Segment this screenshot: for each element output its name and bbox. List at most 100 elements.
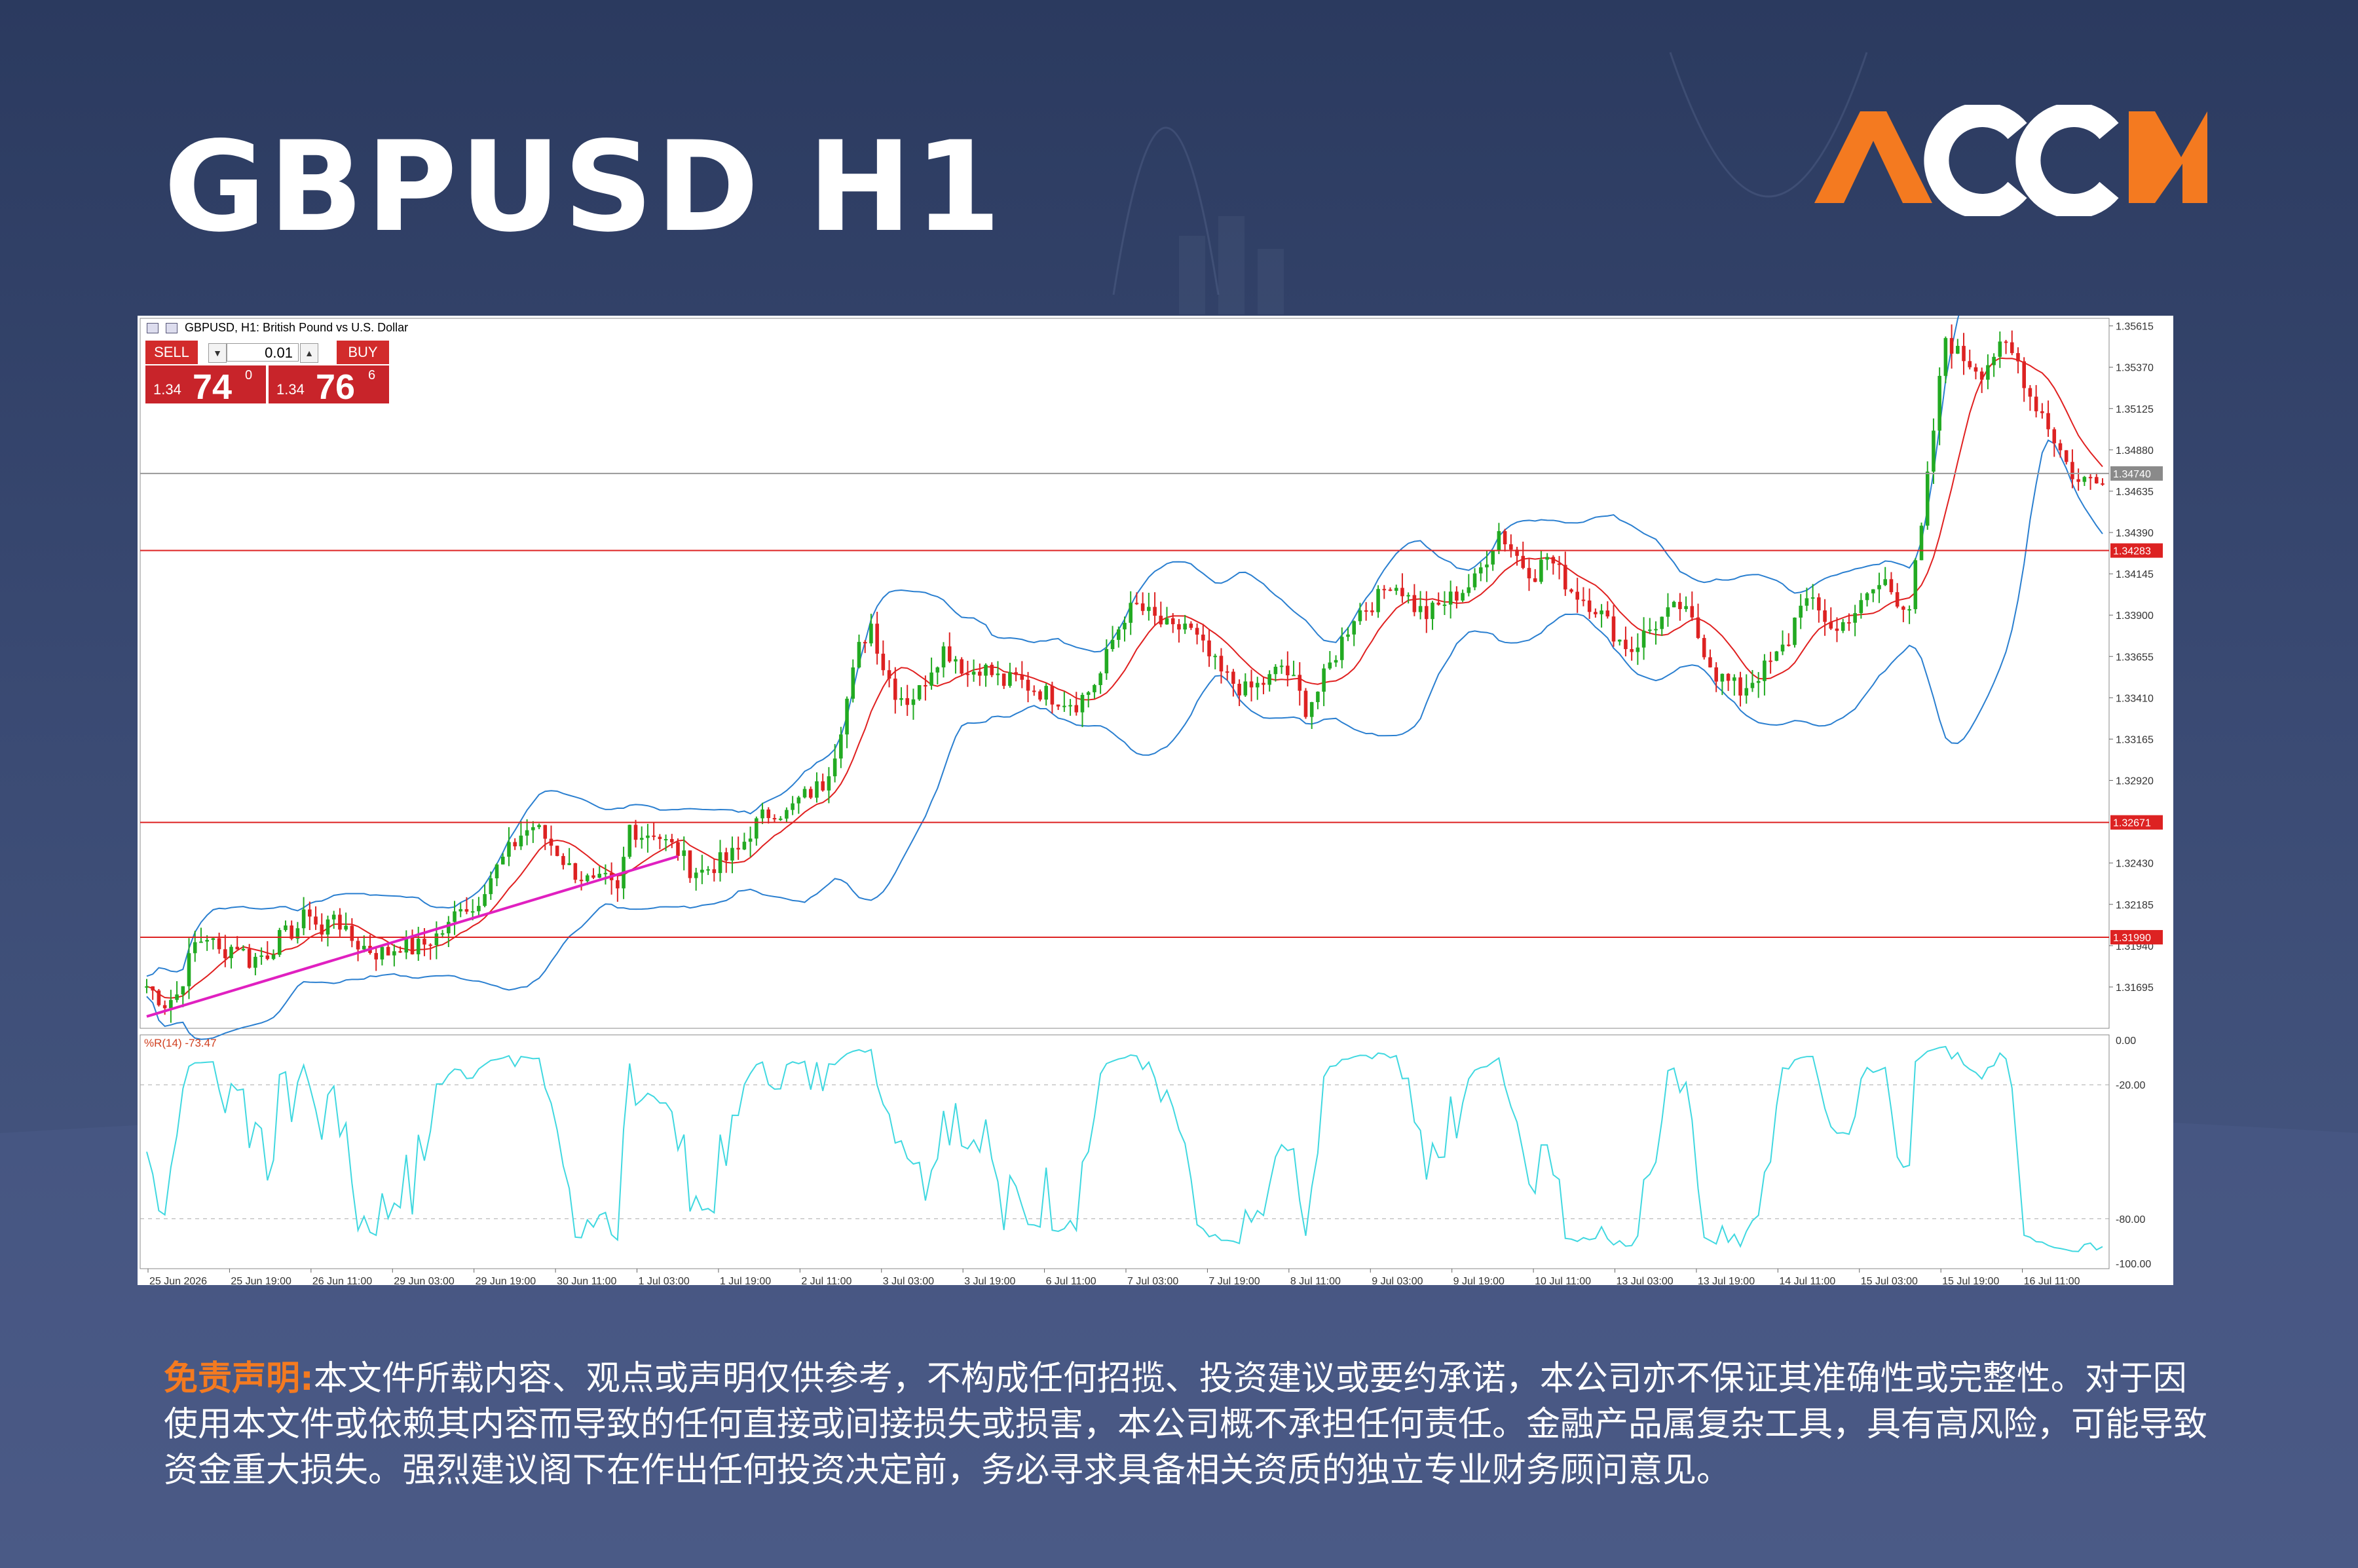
candle-body-291 bbox=[1901, 607, 1905, 610]
candle-body-253 bbox=[1672, 601, 1676, 608]
candle-body-249 bbox=[1648, 629, 1652, 631]
candle-body-212 bbox=[1425, 606, 1429, 620]
candle-body-150 bbox=[1050, 686, 1055, 705]
candle-body-189 bbox=[1286, 665, 1290, 676]
candle-body-25 bbox=[295, 928, 300, 939]
candle-body-209 bbox=[1406, 595, 1410, 597]
candle-body-194 bbox=[1316, 692, 1320, 702]
candle-body-89 bbox=[682, 850, 686, 856]
candle-body-4 bbox=[169, 999, 173, 1009]
candle-body-245 bbox=[1624, 639, 1628, 650]
sell-price-box[interactable]: 1.34 74 0 bbox=[145, 365, 266, 407]
candle-body-298 bbox=[1943, 338, 1948, 376]
candle-body-71 bbox=[573, 863, 578, 880]
buy-price-sup: 6 bbox=[368, 368, 376, 383]
candle-body-292 bbox=[1907, 609, 1911, 611]
candle-body-127 bbox=[911, 699, 916, 705]
candle-body-22 bbox=[277, 929, 282, 955]
candle-body-159 bbox=[1104, 648, 1109, 674]
price-level-label-2: 1.31990 bbox=[2113, 933, 2151, 944]
disclaimer-text: 本文件所载内容、观点或声明仅供参考，不构成任何招揽、投资建议或要约承诺，本公司亦… bbox=[164, 1359, 2208, 1490]
candle-body-215 bbox=[1442, 605, 1447, 607]
candle-body-92 bbox=[700, 869, 704, 873]
y-tick-label-1: 1.35370 bbox=[2116, 363, 2154, 374]
y-tick-label-11: 1.32920 bbox=[2116, 776, 2154, 787]
candle-body-176 bbox=[1207, 640, 1211, 657]
candle-body-38 bbox=[374, 953, 378, 960]
candle-body-302 bbox=[1968, 361, 1972, 367]
candle-body-31 bbox=[331, 914, 336, 920]
candle-body-142 bbox=[1001, 673, 1006, 686]
candle-body-242 bbox=[1605, 610, 1610, 617]
sell-button[interactable]: SELL bbox=[145, 341, 198, 364]
buy-price-box[interactable]: 1.34 76 6 bbox=[269, 365, 389, 407]
candle-body-310 bbox=[2016, 353, 2020, 362]
candle-body-246 bbox=[1630, 649, 1634, 652]
y-tick-label-13: 1.32185 bbox=[2116, 900, 2154, 911]
candle-body-69 bbox=[561, 855, 565, 865]
candle-body-169 bbox=[1165, 618, 1169, 625]
candle-body-220 bbox=[1472, 573, 1477, 588]
chart-panel[interactable]: 1.35615 1.35370 1.35125 1.34880 1.34635 1.343… bbox=[138, 316, 2173, 1285]
candle-body-44 bbox=[410, 937, 415, 955]
candle-body-58 bbox=[495, 864, 499, 878]
x-tick-label-9: 3 Jul 03:00 bbox=[883, 1276, 934, 1285]
candle-body-17 bbox=[247, 948, 252, 968]
lot-dropdown-icon[interactable]: ▼ bbox=[208, 343, 227, 363]
candle-body-145 bbox=[1020, 675, 1024, 680]
candle-body-287 bbox=[1877, 585, 1881, 589]
chart-header: GBPUSD, H1: British Pound vs U.S. Dollar bbox=[147, 321, 408, 335]
candle-body-57 bbox=[489, 878, 493, 895]
candle-body-16 bbox=[241, 948, 246, 950]
candle-body-27 bbox=[308, 909, 312, 917]
candle-body-74 bbox=[591, 875, 595, 878]
candle-body-23 bbox=[284, 925, 288, 930]
candle-body-149 bbox=[1044, 686, 1048, 700]
price-level-tag-0 bbox=[2110, 543, 2163, 558]
candle-body-85 bbox=[658, 836, 662, 840]
candle-body-238 bbox=[1581, 599, 1586, 601]
y-tick-label-15: 1.31695 bbox=[2116, 982, 2154, 994]
candle-body-239 bbox=[1587, 600, 1592, 612]
candle-body-269 bbox=[1768, 660, 1772, 662]
candle-body-248 bbox=[1641, 630, 1646, 648]
candle-body-112 bbox=[821, 781, 825, 791]
buy-button[interactable]: BUY bbox=[337, 341, 389, 364]
candle-body-11 bbox=[211, 938, 215, 941]
candle-body-172 bbox=[1183, 624, 1187, 630]
y-tick-label-0: 1.35615 bbox=[2116, 322, 2154, 333]
candle-body-124 bbox=[893, 679, 897, 700]
x-tick-label-17: 10 Jul 11:00 bbox=[1535, 1276, 1591, 1285]
candle-body-258 bbox=[1702, 638, 1706, 658]
candle-body-136 bbox=[965, 673, 970, 675]
candle-body-267 bbox=[1756, 681, 1761, 683]
lot-spinner-icon[interactable]: ▲ bbox=[300, 343, 318, 363]
candle-body-84 bbox=[652, 835, 656, 837]
candle-body-202 bbox=[1364, 610, 1368, 612]
candle-body-68 bbox=[555, 846, 559, 856]
candle-body-281 bbox=[1841, 622, 1845, 631]
candle-body-61 bbox=[513, 842, 517, 847]
candle-body-95 bbox=[718, 852, 722, 873]
candle-body-233 bbox=[1551, 557, 1556, 564]
candle-body-178 bbox=[1219, 656, 1224, 672]
price-chart[interactable]: 1.356151.353701.351251.348801.346351.343… bbox=[138, 316, 2173, 1285]
candle-body-270 bbox=[1774, 651, 1779, 661]
candle-body-80 bbox=[627, 825, 632, 857]
candle-body-141 bbox=[996, 673, 1000, 675]
candle-body-132 bbox=[941, 646, 946, 667]
candle-body-91 bbox=[694, 872, 698, 878]
candle-body-276 bbox=[1810, 597, 1815, 599]
lot-size-input[interactable]: 0.01 bbox=[227, 343, 299, 362]
candle-body-12 bbox=[217, 938, 221, 950]
candle-body-251 bbox=[1660, 616, 1664, 629]
candle-body-134 bbox=[954, 659, 958, 662]
candle-body-190 bbox=[1292, 675, 1296, 677]
x-tick-label-1: 25 Jun 19:00 bbox=[231, 1276, 291, 1285]
candle-body-20 bbox=[265, 955, 270, 960]
candle-body-295 bbox=[1925, 472, 1930, 526]
candle-body-138 bbox=[978, 671, 982, 676]
price-level-label-0: 1.34283 bbox=[2113, 546, 2151, 557]
price-level-label-1: 1.32671 bbox=[2113, 818, 2151, 829]
candle-body-263 bbox=[1732, 677, 1736, 681]
